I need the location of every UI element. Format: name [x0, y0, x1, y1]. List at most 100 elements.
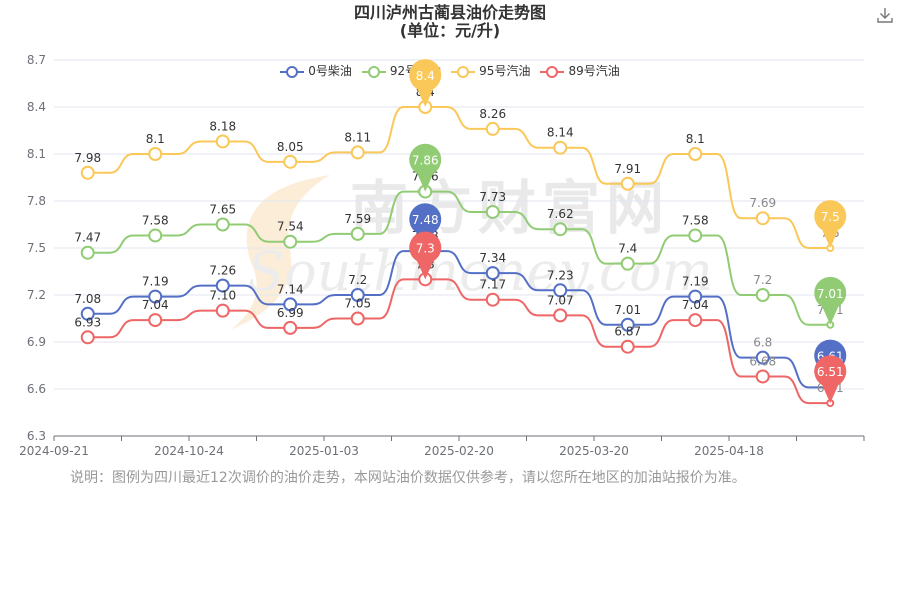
data-point: [80, 245, 95, 260]
data-point: [283, 297, 298, 312]
legend-label: 95号汽油: [479, 64, 531, 78]
data-point: [620, 339, 635, 354]
data-point: [350, 226, 365, 241]
x-tick-label: 2024-10-24: [154, 444, 224, 458]
data-label: 8.26: [479, 107, 506, 121]
data-point: [215, 134, 230, 149]
data-label: 7.4: [618, 242, 637, 256]
data-point: [755, 288, 770, 302]
data-point: [755, 350, 770, 365]
watermark-swoosh: [230, 175, 330, 330]
data-label: 6.87: [614, 325, 641, 339]
data-label: 7.34: [479, 251, 506, 265]
data-label: 7.19: [682, 275, 709, 289]
data-label: 7.04: [142, 298, 169, 312]
max-pin: 7.86: [409, 143, 442, 192]
chart-title-line2: (单位：元/升): [399, 21, 501, 40]
data-label: 7.47: [74, 231, 101, 245]
max-pin: 7.48: [409, 203, 442, 252]
data-label: 7.2: [348, 273, 367, 287]
data-label: 7.58: [682, 213, 709, 227]
y-tick-label: 7.5: [27, 241, 46, 255]
data-point: [148, 289, 163, 304]
data-point: [688, 289, 703, 304]
min-pin-shape: [814, 355, 847, 404]
data-point: [283, 320, 298, 335]
data-point: [80, 165, 95, 180]
max-pin-label: 7.3: [416, 241, 435, 255]
x-tick-label: 2025-01-03: [289, 444, 359, 458]
data-label: 6.68: [749, 354, 776, 368]
download-icon[interactable]: [876, 6, 894, 24]
min-pin-label: 6.51: [817, 365, 844, 379]
data-point: [620, 317, 635, 332]
data-point: [350, 311, 365, 326]
data-point: [80, 306, 95, 321]
x-tick-label: 2025-04-18: [694, 444, 764, 458]
data-label: 7.91: [614, 162, 641, 176]
chart-title: 四川泸州古蔺县油价走势图 (单位：元/升): [0, 4, 900, 40]
data-label: 7.01: [614, 303, 641, 317]
y-tick-label: 7.2: [27, 288, 46, 302]
data-point: [283, 154, 298, 169]
legend-item[interactable]: 95号汽油: [451, 62, 530, 79]
data-point: [755, 369, 770, 384]
y-tick-label: 6.9: [27, 335, 46, 349]
data-point: [215, 303, 230, 318]
legend-swatch: [540, 65, 565, 78]
data-point: [620, 256, 635, 271]
min-pin-label: 7.5: [821, 210, 840, 224]
data-point: [553, 140, 568, 155]
data-label: 8.14: [547, 126, 574, 140]
data-point: [283, 234, 298, 249]
min-pin-shape: [814, 200, 847, 248]
data-label: 8.1: [686, 132, 705, 146]
watermark-en-text: Southmoney.com: [247, 240, 713, 303]
data-point: [80, 330, 95, 345]
data-point: [620, 176, 635, 191]
max-pin-shape: [409, 59, 442, 107]
data-label: 7.54: [277, 220, 304, 234]
data-point: [553, 222, 568, 237]
data-point: [215, 217, 230, 232]
chart-note: 说明：图例为四川最近12次调价的油价走势，本网站油价数据仅供参考，请以您所在地区…: [70, 470, 746, 486]
data-point: [350, 145, 365, 160]
data-label: 6.93: [74, 315, 101, 329]
data-label: 7.65: [209, 203, 236, 217]
data-point: [688, 313, 703, 328]
data-label: 7.19: [142, 275, 169, 289]
data-label: 7.98: [74, 151, 101, 165]
data-label: 7.73: [479, 190, 506, 204]
min-pin-label: 7.01: [817, 287, 844, 301]
min-pin: 7.5: [814, 200, 847, 248]
legend-label: 89号汽油: [568, 64, 620, 78]
x-tick-label: 2025-03-20: [559, 444, 629, 458]
legend-label: 0号柴油: [308, 64, 352, 78]
min-pin-shape: [814, 276, 847, 325]
data-label: 6.8: [753, 336, 772, 350]
data-point: [215, 278, 230, 293]
data-label: 7.2: [753, 273, 772, 287]
data-point: [553, 283, 568, 298]
series-line: [87, 250, 831, 389]
max-pin-shape: [409, 143, 442, 192]
data-label: 8.18: [209, 119, 236, 133]
x-tick-label: 2024-09-21: [19, 444, 89, 458]
legend-swatch: [280, 65, 305, 78]
data-label: 7.26: [209, 264, 236, 278]
data-label: 8.11: [344, 130, 371, 144]
data-label: 6.99: [277, 306, 304, 320]
data-label: 7.07: [547, 293, 574, 307]
series-line: [87, 106, 831, 249]
y-tick-label: 6.6: [27, 382, 46, 396]
data-point: [148, 313, 163, 328]
data-point: [688, 147, 703, 161]
data-point: [350, 288, 365, 302]
y-tick-label: 8.1: [27, 147, 46, 161]
y-tick-label: 6.3: [27, 429, 46, 443]
data-label: 7.05: [344, 297, 371, 311]
y-tick-label: 7.8: [27, 194, 46, 208]
legend-item[interactable]: 89号汽油: [540, 62, 620, 79]
legend-item[interactable]: 0号柴油: [280, 62, 352, 79]
